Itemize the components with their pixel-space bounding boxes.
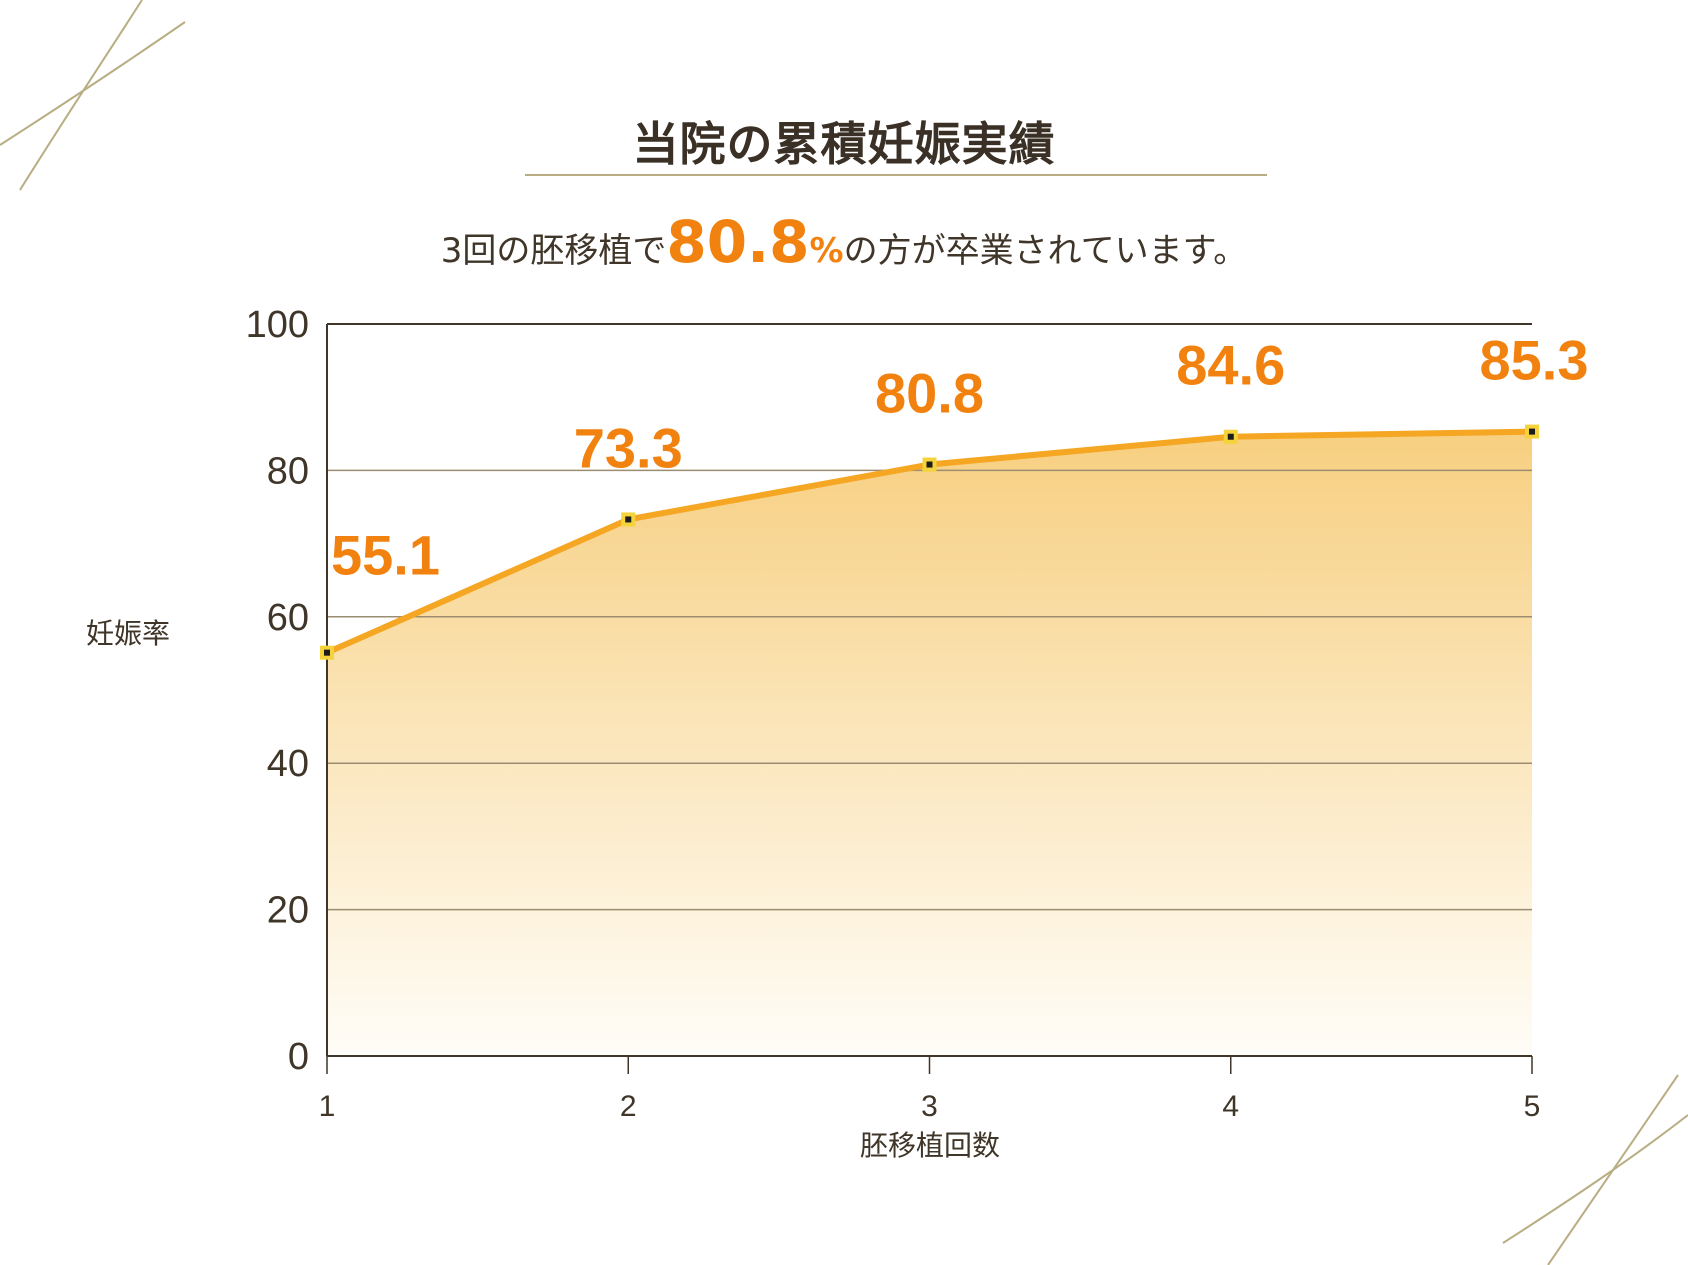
data-label: 84.6 [1176, 334, 1285, 397]
subtitle-suffix: の方が卒業されています。 [843, 231, 1248, 271]
x-tick-label: 4 [1222, 1090, 1239, 1123]
x-axis-label: 胚移植回数 [859, 1129, 1000, 1162]
data-label: 55.1 [331, 524, 440, 587]
subtitle: 3回の胚移植で80.8%の方が卒業されています。 [0, 208, 1688, 276]
data-label: 73.3 [574, 416, 683, 479]
y-tick-label: 40 [267, 743, 309, 785]
data-point-center [1227, 433, 1234, 440]
data-point-center [324, 649, 330, 656]
subtitle-percent-sign: % [809, 231, 844, 271]
data-label: 80.8 [875, 362, 984, 425]
y-tick-label: 80 [267, 450, 309, 492]
subtitle-prefix: 3回の胚移植で [440, 231, 667, 271]
y-tick-label: 100 [246, 304, 309, 346]
x-tick-label: 1 [319, 1090, 336, 1123]
y-axis-label: 妊娠率 [86, 617, 171, 650]
data-label: 85.3 [1480, 329, 1589, 392]
decoration-bottom-right [1502, 1074, 1688, 1265]
plot-area: 0 20 40 60 80 100 1 2 3 4 5 55.1 73.3 80.8 84.6 85.3 [246, 304, 1589, 1123]
subtitle-highlight-value: 80.8 [666, 208, 810, 276]
data-point-center [625, 516, 632, 523]
data-point-center [926, 461, 933, 468]
y-tick-label: 20 [267, 890, 309, 932]
y-tick-label: 0 [288, 1036, 309, 1078]
x-tick-label: 2 [620, 1090, 637, 1123]
data-point-center [1529, 428, 1535, 435]
area-fill [327, 431, 1532, 1056]
page-title: 当院の累積妊娠実績 [632, 117, 1056, 171]
title-divider [525, 174, 1267, 176]
x-tick-label: 5 [1524, 1090, 1541, 1123]
y-tick-label: 60 [267, 597, 309, 639]
decoration-top-left [0, 0, 186, 191]
x-tick-label: 3 [921, 1090, 938, 1123]
